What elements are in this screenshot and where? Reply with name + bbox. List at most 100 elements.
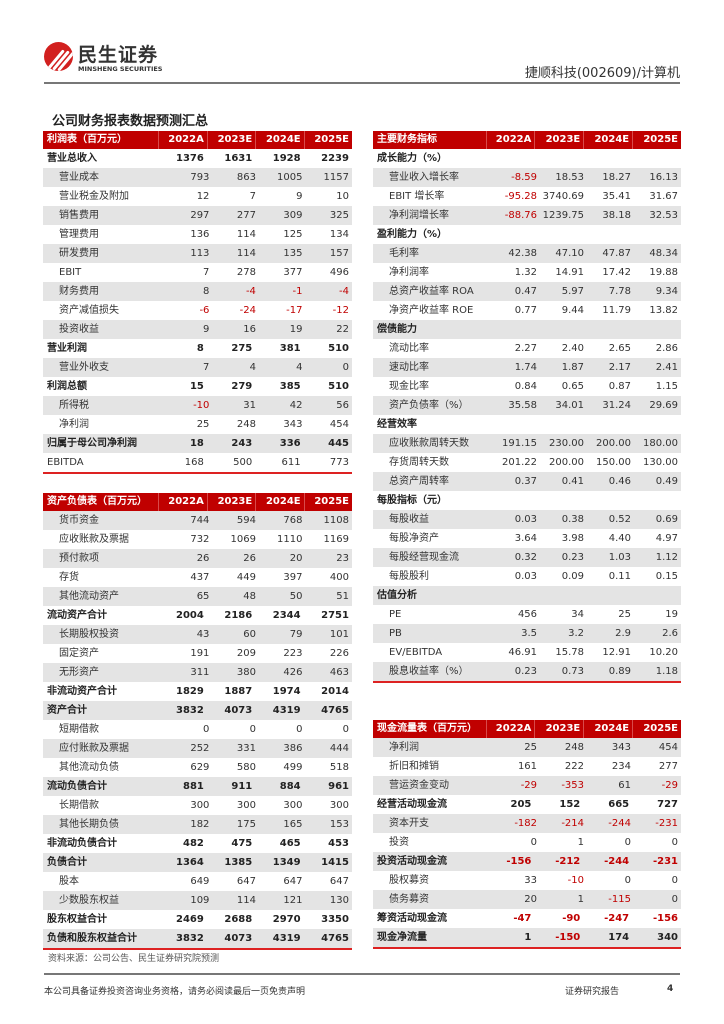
row-label: 存货周转天数 — [389, 457, 449, 468]
row-label: 营业收入增长率 — [389, 172, 459, 183]
row-label: 利润总额 — [47, 381, 87, 392]
row-value: 768 — [283, 515, 303, 526]
row-value: 732 — [190, 534, 210, 545]
row-label: 销售费用 — [59, 210, 99, 221]
row-value: 482 — [182, 838, 204, 849]
row-value: 223 — [283, 648, 303, 659]
row-value: 1364 — [176, 857, 204, 868]
row-value: -244 — [608, 818, 631, 829]
row-value: 0.32 — [514, 552, 538, 563]
row-value: -10 — [193, 400, 210, 411]
row-label: 速动比率 — [389, 362, 429, 373]
row-value: 649 — [190, 876, 210, 887]
row-value: 518 — [329, 762, 349, 773]
row-value: 397 — [283, 572, 303, 583]
row-value: 3.2 — [568, 628, 585, 639]
table-header: 现金流量表（百万元） 2022A 2023E 2024E 2025E — [373, 720, 681, 738]
row-value: 61 — [618, 780, 631, 791]
table-row: 流动负债合计 881 911 884 961 — [43, 777, 352, 796]
table-row: 资产减值损失 -6 -24 -17 -12 — [43, 301, 352, 320]
table-row: 股本 649 647 647 647 — [43, 872, 352, 891]
header-year: 2023E — [206, 493, 255, 511]
row-label: 归属于母公司净利润 — [47, 438, 137, 449]
row-value: 252 — [190, 743, 210, 754]
header-year: 2022A — [485, 131, 535, 149]
row-value: 2970 — [272, 914, 301, 925]
table-row: 总资产收益率 ROA 0.47 5.97 7.78 9.34 — [373, 282, 681, 301]
table-row: 非流动资产合计 1829 1887 1974 2014 — [43, 682, 352, 701]
stock-title: 捷顺科技(002609)/计算机 — [524, 66, 680, 81]
row-value: 454 — [329, 419, 349, 430]
row-value: 14.91 — [555, 267, 585, 278]
header-year: 2024E — [583, 720, 632, 738]
row-value: 4 — [296, 362, 303, 373]
row-value: 309 — [283, 210, 303, 221]
table-row: 净利润 25 248 343 454 — [43, 415, 352, 434]
row-value: 130.00 — [642, 457, 678, 468]
row-value: 18 — [189, 438, 204, 449]
table-row: 应付账款及票据 252 331 386 444 — [43, 739, 352, 758]
row-label: 营业总收入 — [47, 153, 97, 164]
row-value: 2004 — [176, 610, 204, 621]
row-label: EV/EBITDA — [389, 647, 443, 658]
table-row: 每股经营现金流 0.32 0.23 1.03 1.12 — [373, 548, 681, 567]
row-value: 230.00 — [549, 438, 585, 449]
row-value: 0.09 — [561, 571, 585, 582]
row-value: 2.86 — [655, 343, 678, 354]
row-value: 773 — [329, 457, 349, 468]
row-value: 23 — [336, 553, 349, 564]
source-note: 资料来源：公司公告、民生证券研究院预测 — [48, 954, 220, 964]
table-row: 每股指标（元） — [373, 491, 681, 510]
row-value: 9 — [296, 191, 303, 202]
row-label: 资产负债率（%） — [389, 400, 469, 411]
table-row: 利润总额 15 279 385 510 — [43, 377, 352, 396]
row-value: 243 — [231, 438, 253, 449]
row-value: 136 — [190, 229, 210, 240]
row-value: 0.77 — [514, 305, 538, 316]
row-value: 1069 — [230, 534, 256, 545]
row-value: 0.03 — [514, 514, 538, 525]
row-value: 744 — [190, 515, 210, 526]
table-row: 流动资产合计 2004 2186 2344 2751 — [43, 606, 352, 625]
row-value: 1110 — [277, 534, 303, 545]
row-value: 2239 — [321, 153, 349, 164]
table-row: 现金净流量 1 -150 174 340 — [373, 928, 681, 947]
header-year: 2025E — [632, 131, 681, 149]
row-value: 0 — [530, 837, 538, 848]
row-value: 0.73 — [561, 666, 585, 677]
table-row: 应收账款周转天数 191.15 230.00 200.00 180.00 — [373, 434, 681, 453]
row-value: 9.44 — [561, 305, 585, 316]
header-title: 资产负债表（百万元） — [47, 496, 147, 507]
row-value: 20 — [289, 553, 303, 564]
row-value: 2014 — [321, 686, 349, 697]
row-value: 453 — [328, 838, 349, 849]
table-row: 无形资产 311 380 426 463 — [43, 663, 352, 682]
row-value: 191.15 — [502, 438, 538, 449]
row-label: 总资产周转率 — [389, 476, 449, 487]
row-value: -88.76 — [504, 210, 538, 221]
row-value: -231 — [655, 818, 678, 829]
row-label: 货币资金 — [59, 515, 99, 526]
minsheng-logo: 民生证券 MINSHENG SECURITIES — [44, 40, 184, 76]
table-row: 净资产收益率 ROE 0.77 9.44 11.79 13.82 — [373, 301, 681, 320]
table-row: 其他流动资产 65 48 50 51 — [43, 587, 352, 606]
row-value: 1.18 — [655, 666, 678, 677]
row-value: 500 — [233, 457, 253, 468]
row-value: 114 — [236, 248, 256, 259]
row-value: 48.34 — [649, 248, 678, 259]
row-value: 9.34 — [655, 286, 678, 297]
table-row: 负债合计 1364 1385 1349 1415 — [43, 853, 352, 872]
row-value: -1 — [292, 286, 303, 297]
row-value: 1157 — [323, 172, 349, 183]
row-value: 4.97 — [655, 533, 678, 544]
row-label: 每股收益 — [389, 514, 429, 525]
row-label: 净利润 — [389, 742, 419, 753]
row-value: 911 — [231, 781, 253, 792]
row-value: 385 — [279, 381, 301, 392]
row-value: 31.24 — [602, 400, 631, 411]
table-row: 流动比率 2.27 2.40 2.65 2.86 — [373, 339, 681, 358]
table-row: 营业收入增长率 -8.59 18.53 18.27 16.13 — [373, 168, 681, 187]
row-value: 297 — [190, 210, 210, 221]
row-label: 营业外收支 — [59, 362, 109, 373]
row-value: 325 — [329, 210, 349, 221]
